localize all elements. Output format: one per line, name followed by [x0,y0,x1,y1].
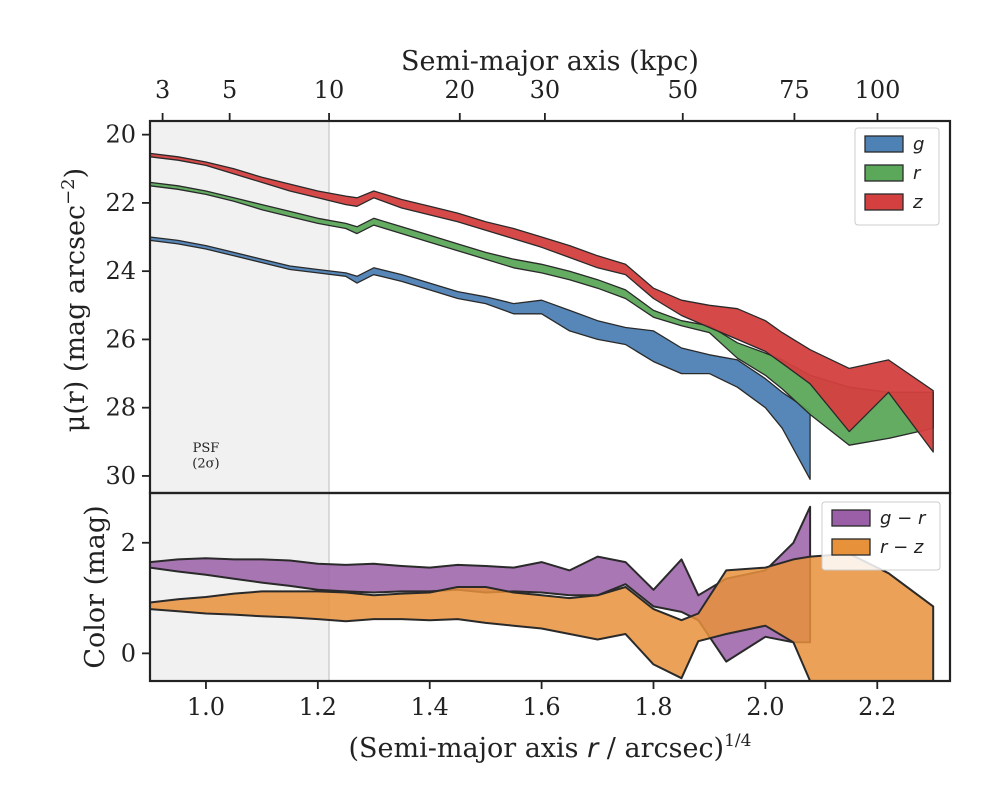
legend-label: z [912,192,923,213]
top-y-axis-title: μ(r) (mag arcsec−2) [58,168,91,432]
top-tick-label: 5 [222,76,237,104]
top-tick-label: 10 [314,76,345,104]
y-tick-label-top: 22 [105,189,136,217]
legend-label: r [913,163,922,184]
legend-label: r − z [880,537,924,558]
y-tick-label-bottom: 0 [121,639,136,667]
top-tick-label: 75 [779,76,810,104]
top-tick-label: 3 [155,76,170,104]
top-tick-label: 20 [445,76,476,104]
top-tick-label: 100 [855,76,901,104]
band-0-2 [149,152,934,453]
y-tick-label-top: 28 [105,394,136,422]
bottom-panel-frame [148,491,952,683]
x-tick-label: 2.0 [746,693,784,721]
x-tick-label: 1.6 [523,693,561,721]
top-tick-label: 50 [667,76,698,104]
top-axis-title: Semi-major axis (kpc) [401,46,699,77]
x-tick-label: 1.4 [411,693,449,721]
x-tick-label: 2.2 [858,693,896,721]
y-tick-label-top: 24 [105,257,136,285]
top-tick-label: 30 [530,76,561,104]
x-tick-label: 1.8 [634,693,672,721]
legend-label: g − r [880,508,927,529]
psf-label-line1: PSF [193,441,220,456]
y-tick-label-top: 20 [105,121,136,149]
axis-ticks: 20 22 24 26 28 30 0 2 1.0 1.2 1.4 1.6 1.8 2.0 2.2 3 5 10 2… [105,76,900,721]
legend-swatch [864,135,904,153]
bottom-y-axis-title: Color (mag) [80,505,111,668]
x-tick-label: 1.2 [299,693,337,721]
y-tick-label-top: 26 [105,325,136,353]
surface-brightness-bands [149,152,934,480]
x-tick-label: 1.0 [187,693,225,721]
legend-swatch [831,538,871,556]
legend-label: g [913,134,924,155]
legend-swatch [864,193,904,211]
legends: grz g − r r − z [821,127,941,571]
y-tick-label-top: 30 [105,462,136,490]
band-0-0 [149,236,811,480]
psf-label-line2: (2σ) [192,456,219,471]
legend-swatch [831,509,871,527]
legend-swatch [864,164,904,182]
x-axis-title: (Semi-major axis r / arcsec)1/4 [349,731,752,764]
y-tick-label-bottom: 2 [121,529,136,557]
psf-region-top [150,121,330,493]
